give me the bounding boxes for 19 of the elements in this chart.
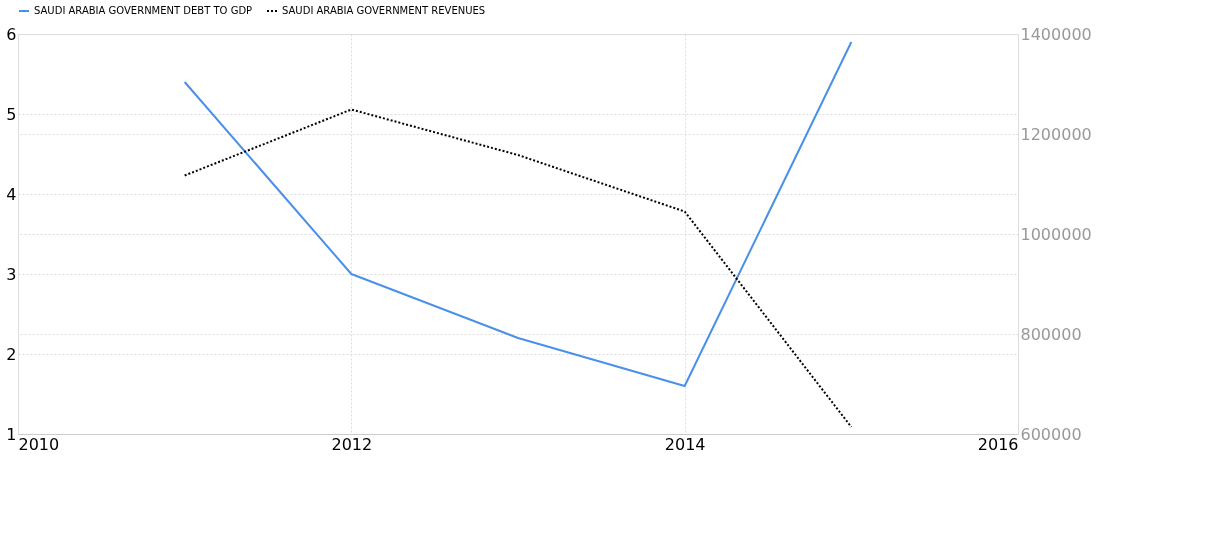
y2-tick-label: 1000000 [1020, 224, 1092, 244]
y-tick-label: 6 [6, 24, 17, 44]
y-tick-label: 5 [6, 104, 17, 124]
y-tick-label: 2 [6, 344, 17, 364]
x-tick-label: 2012 [331, 434, 373, 454]
x-tick-label: 2010 [18, 434, 60, 454]
x-tick-label: 2016 [977, 434, 1019, 454]
y2-tick-label: 1400000 [1020, 24, 1092, 44]
y-tick-label: 3 [6, 264, 17, 284]
y2-tick-label: 1200000 [1020, 124, 1092, 144]
y2-tick-label: 600000 [1020, 424, 1082, 444]
line-series [183, 41, 853, 387]
line-series [183, 108, 853, 428]
y-tick-label: 4 [6, 184, 17, 204]
x-tick-label: 2014 [664, 434, 706, 454]
legend-label: SAUDI ARABIA GOVERNMENT REVENUES [282, 5, 486, 16]
y-tick-label: 1 [6, 424, 17, 444]
y2-tick-label: 800000 [1020, 324, 1082, 344]
legend-label: SAUDI ARABIA GOVERNMENT DEBT TO GDP [34, 5, 253, 16]
